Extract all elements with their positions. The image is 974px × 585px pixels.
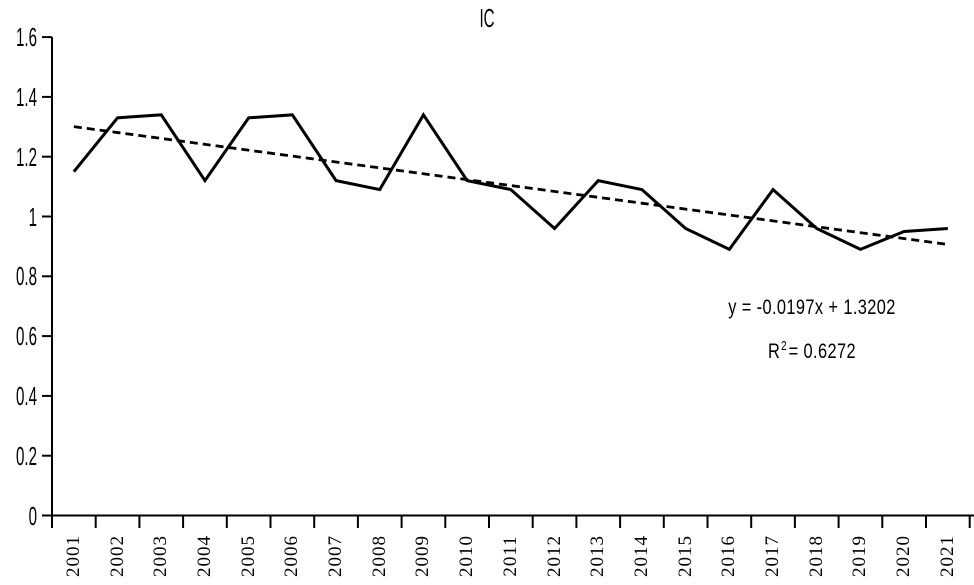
y-tick-label: 1.4 xyxy=(16,81,37,112)
y-tick-label: 0.4 xyxy=(16,380,37,411)
x-tick-label: 2009 xyxy=(412,535,434,577)
x-tick-label: 2006 xyxy=(281,535,303,577)
r-squared-text: R2= 0.6272 xyxy=(695,334,929,364)
x-tick-label: 2012 xyxy=(543,535,565,577)
r-squared-exponent: 2 xyxy=(781,338,788,353)
r-squared-value: = 0.6272 xyxy=(788,340,856,363)
trendline-equation-text: y = -0.0197x + 1.3202 xyxy=(728,296,896,319)
x-tick-label: 2005 xyxy=(237,535,259,577)
x-tick-label: 2017 xyxy=(762,535,784,577)
y-tick-label: 0.6 xyxy=(16,321,37,352)
r-squared-base: R xyxy=(768,340,781,363)
x-tick-label: 2013 xyxy=(587,535,609,577)
x-tick-label: 2004 xyxy=(193,535,215,577)
trendline-dashed xyxy=(73,125,949,246)
x-tick-label: 2018 xyxy=(805,535,827,577)
trendline-annotation: y = -0.0197x + 1.3202 R2= 0.6272 xyxy=(662,296,962,364)
x-tick-label: 2002 xyxy=(106,535,128,577)
y-tick-label: 0 xyxy=(28,500,37,531)
y-tick-label: 0.2 xyxy=(16,440,37,471)
x-tick-label: 2016 xyxy=(718,535,740,577)
y-tick-label: 1 xyxy=(28,201,37,232)
x-tick-label: 2011 xyxy=(499,535,521,577)
ic-series-line xyxy=(72,112,948,252)
x-tick-label: 2008 xyxy=(368,535,390,577)
y-tick-label: 0.8 xyxy=(16,261,37,292)
chart-title: IC xyxy=(479,3,495,33)
x-tick-label: 2021 xyxy=(936,535,958,577)
x-tick-label: 2020 xyxy=(893,535,915,577)
x-tick-label: 2007 xyxy=(325,535,347,577)
y-tick-label: 1.2 xyxy=(16,141,37,172)
x-tick-label: 2001 xyxy=(62,535,84,577)
x-tick-label: 2014 xyxy=(630,535,652,577)
x-tick-label: 2019 xyxy=(849,535,871,577)
x-tick-label: 2015 xyxy=(674,535,696,577)
y-tick-label: 1.6 xyxy=(16,22,37,53)
x-tick-label: 2010 xyxy=(456,535,478,577)
x-tick-label: 2003 xyxy=(150,535,172,577)
